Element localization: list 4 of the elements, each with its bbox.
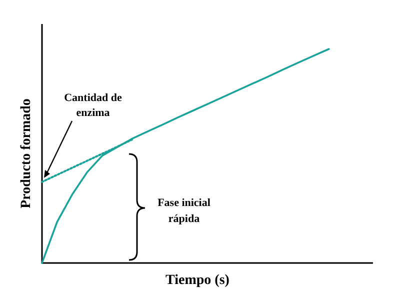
x-axis-title: Tiempo (s) bbox=[166, 273, 230, 288]
y-axis-title: Producto formado bbox=[19, 98, 34, 208]
annotation: Cantidad de enzima bbox=[64, 92, 122, 119]
annotation: Fase inicial rápida bbox=[158, 197, 210, 225]
